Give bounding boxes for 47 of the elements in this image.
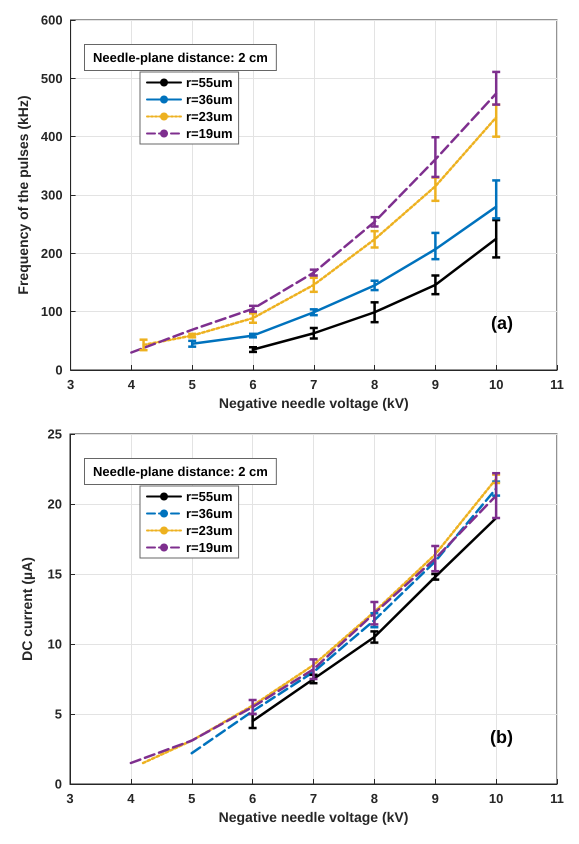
x-tick-label: 10 — [488, 377, 504, 392]
x-tick-label: 11 — [550, 791, 564, 806]
x-tick-label: 8 — [370, 377, 378, 392]
y-tick-label: 600 — [40, 12, 63, 28]
x-tick-label: 10 — [488, 791, 504, 806]
y-tick-label: 500 — [40, 70, 63, 86]
y-tick-label: 20 — [48, 496, 62, 512]
y-tick-label: 100 — [40, 304, 63, 320]
x-tick-label: 3 — [66, 377, 74, 392]
y-tick-label: 10 — [48, 636, 62, 652]
y-tick-label: 400 — [40, 129, 63, 144]
x-tick-label: 6 — [249, 791, 256, 806]
legend-label: r=36um — [186, 92, 233, 107]
y-tick-label: 5 — [54, 706, 62, 722]
legend-label: r=23um — [186, 523, 233, 538]
y-axis-title: Frequency of the pulses (kHz) — [15, 95, 31, 295]
annotation: Needle-plane distance: 2 cm — [93, 50, 268, 65]
x-tick-label: 5 — [188, 377, 196, 392]
x-tick-label: 9 — [432, 791, 439, 806]
y-tick-label: 200 — [40, 246, 63, 261]
x-tick-label: 4 — [128, 377, 136, 392]
legend-label: r=55um — [186, 75, 233, 90]
x-tick-label: 8 — [370, 791, 378, 806]
annotation: (a) — [491, 313, 514, 333]
legend-label: r=36um — [186, 506, 233, 521]
legend-label: r=19um — [186, 126, 233, 141]
x-tick-label: 3 — [66, 791, 74, 806]
x-tick-label: 11 — [550, 377, 564, 392]
x-tick-label: 7 — [310, 791, 318, 806]
annotation: (b) — [490, 727, 514, 747]
y-tick-label: 15 — [48, 566, 62, 582]
annotation: Needle-plane distance: 2 cm — [93, 464, 268, 479]
x-tick-label: 7 — [310, 377, 318, 392]
y-tick-label: 300 — [40, 188, 63, 202]
x-tick-label: 4 — [127, 791, 136, 806]
y-tick-label: 0 — [55, 362, 63, 378]
y-tick-label: 0 — [54, 776, 62, 792]
legend-label: r=23um — [186, 109, 233, 124]
legend-label: r=55um — [186, 489, 233, 504]
x-axis-title: Negative needle voltage (kV) — [218, 809, 408, 825]
x-tick-label: 9 — [432, 377, 440, 392]
y-tick-label: 25 — [48, 426, 62, 442]
legend-label: r=19um — [186, 540, 233, 555]
x-tick-label: 6 — [249, 377, 257, 392]
x-tick-label: 5 — [188, 791, 196, 806]
x-axis-title: Negative needle voltage (kV) — [218, 395, 409, 411]
y-axis-title: DC current (µA) — [19, 557, 35, 661]
